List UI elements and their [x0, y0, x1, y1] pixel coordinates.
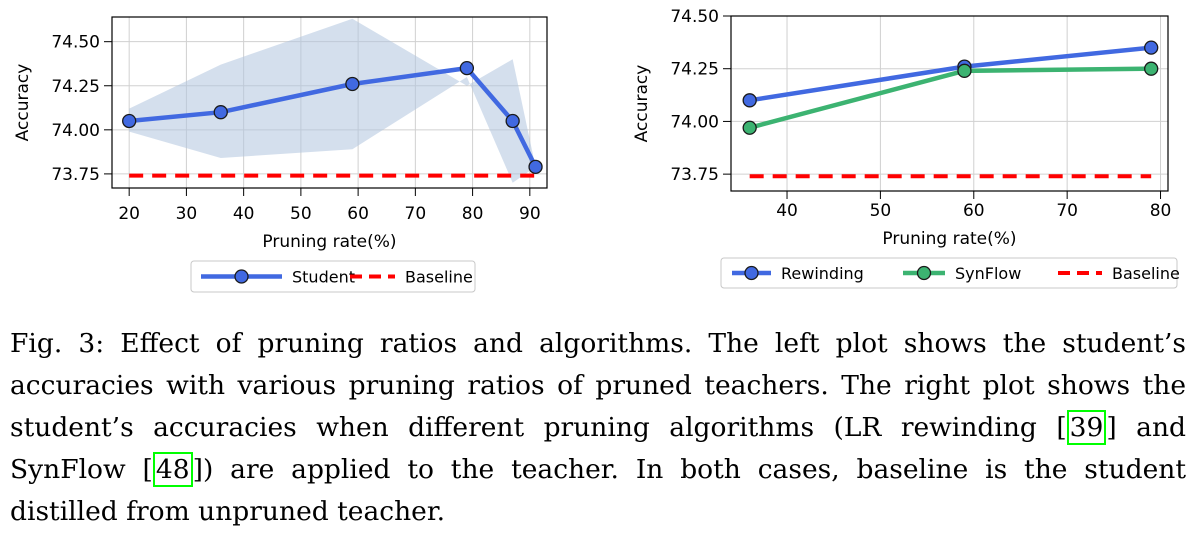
x-tick-label: 50: [870, 201, 892, 221]
y-tick-label: 73.75: [51, 165, 100, 185]
x-tick-label: 90: [519, 204, 541, 224]
data-point-synflow: [742, 120, 757, 135]
x-tick-label: 20: [118, 204, 140, 224]
y-tick-label: 74.50: [670, 7, 719, 27]
data-point-rewinding: [1144, 40, 1159, 55]
legend-label-student: Student: [292, 268, 355, 287]
caption-text-2: ] and SynFlow [: [10, 412, 1186, 485]
caption-text-1: Fig. 3: Effect of pruning ratios and alg…: [10, 328, 1186, 443]
legend-label-rewinding: Rewinding: [781, 264, 864, 283]
left-chart: 20 30 40 50 60 70 80 90 73.75 74.00 74.25 74.50 Prun…: [13, 16, 548, 293]
x-axis-label: Pruning rate(%): [262, 232, 396, 252]
plot-frame: [730, 15, 1169, 192]
data-point-synflow: [957, 63, 972, 78]
data-point-synflow: [1144, 61, 1159, 76]
x-tick-label: 60: [347, 204, 369, 224]
legend-box: [720, 257, 1178, 289]
x-tick-label: 40: [776, 201, 798, 221]
legend-label-baseline: Baseline: [1112, 264, 1180, 283]
legend-marker-synflow: [916, 265, 932, 281]
legend-label-synflow: SynFlow: [955, 264, 1021, 283]
data-point-rewinding: [742, 93, 757, 108]
y-tick-label: 74.50: [51, 33, 100, 53]
x-tick-label: 80: [1150, 201, 1172, 221]
data-point-student: [505, 113, 520, 129]
series-line-synflow: [749, 66, 1152, 130]
data-point-student: [213, 105, 228, 120]
y-tick-label: 74.00: [51, 121, 100, 141]
y-tick-label: 74.25: [670, 60, 719, 80]
legend-box: [190, 260, 476, 293]
right-chart: 40 50 60 70 80 73.75 74.00 74.25 74.50 Pruning ra…: [632, 7, 1180, 289]
legend-label-baseline: Baseline: [405, 268, 473, 287]
confidence-band: [129, 18, 536, 183]
caption-text-3: ]) are applied to the teacher. In both c…: [10, 454, 1186, 527]
citation-link-48[interactable]: 48: [152, 452, 193, 487]
plot-frame: [111, 16, 548, 189]
figure: 20 30 40 50 60 70 80 90 73.75 74.00 74.25 74.50 Prun…: [13, 7, 1180, 293]
data-point-student: [122, 113, 137, 129]
legend-marker-student: [234, 269, 249, 284]
figure-caption: Fig. 3: Effect of pruning ratios and alg…: [10, 328, 1186, 527]
y-tick-label: 74.25: [51, 77, 100, 97]
data-point-student: [528, 159, 543, 174]
x-tick-label: 70: [1056, 201, 1078, 221]
y-axis-label: Accuracy: [13, 64, 33, 142]
y-tick-label: 73.75: [670, 165, 719, 185]
legend-marker-rewinding: [744, 265, 759, 281]
x-tick-label: 50: [290, 204, 312, 224]
x-tick-label: 30: [176, 204, 198, 224]
citation-link-39[interactable]: 39: [1066, 410, 1107, 445]
data-point-student: [345, 76, 360, 92]
y-axis-label: Accuracy: [632, 65, 652, 143]
x-tick-label: 40: [233, 204, 255, 224]
x-tick-label: 80: [462, 204, 484, 224]
x-tick-label: 60: [963, 201, 985, 221]
x-tick-label: 70: [405, 204, 427, 224]
x-axis-label: Pruning rate(%): [882, 229, 1016, 249]
data-point-student: [459, 60, 475, 76]
y-tick-label: 74.00: [670, 112, 719, 132]
series-line-student: [128, 65, 538, 168]
